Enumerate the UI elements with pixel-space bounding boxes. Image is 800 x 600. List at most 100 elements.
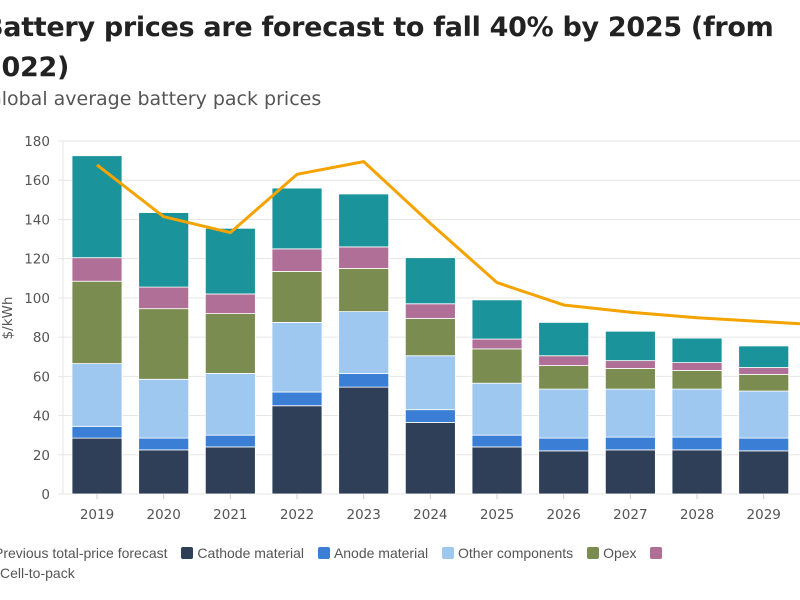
bar-segment (71, 257, 123, 282)
bar-segment (471, 338, 523, 350)
forecast-line (96, 160, 800, 326)
bar-segment (471, 434, 523, 448)
x-tick-label: 2027 (613, 507, 647, 523)
bar-segment (538, 450, 590, 495)
bar-segment (271, 271, 323, 323)
bar-segment (204, 227, 256, 295)
bar-segment (204, 446, 256, 495)
bar-segment (671, 388, 723, 438)
legend-swatch (587, 547, 600, 559)
y-tick-label: 80 (33, 330, 50, 346)
y-tick-label: 180 (24, 134, 50, 150)
x-tick-label: 2029 (747, 507, 781, 523)
y-tick-label: 160 (24, 173, 50, 189)
x-tick-label: 2022 (280, 507, 314, 523)
bar-segment (404, 409, 456, 423)
bar-segment (738, 437, 790, 452)
y-tick-label: 120 (24, 252, 50, 268)
bar-segment (671, 449, 723, 495)
bar-segment (604, 330, 656, 362)
bar-segment (338, 193, 390, 248)
bar-segment (204, 372, 256, 436)
chart-subtitle: Global average battery pack prices (0, 88, 322, 110)
legend-item-opex: Opex (587, 543, 637, 563)
legend-item-pink (650, 543, 666, 563)
bar-segment (604, 436, 656, 451)
x-tick-label: 2028 (680, 507, 714, 523)
bar-segment (271, 187, 323, 250)
bar-segment (338, 311, 390, 374)
bar-segment (404, 257, 456, 305)
x-tick-label: 2026 (547, 507, 581, 523)
bar-segment (138, 308, 190, 380)
bar-segment (738, 450, 790, 495)
bar-segment (471, 348, 523, 384)
legend-label: Previous total-price forecast (0, 545, 168, 561)
bar-segment (671, 337, 723, 364)
bar-segment (404, 303, 456, 319)
legend-label: Other components (458, 545, 574, 561)
bar-segment (71, 280, 123, 364)
bar-segment (538, 437, 590, 452)
legend-item-cell-to-pack: Cell-to-pack (0, 563, 75, 583)
y-axis-label: $/kWh (0, 297, 16, 340)
bar-segment (271, 322, 323, 393)
bar-segment (71, 425, 123, 439)
bar-segment (738, 390, 790, 439)
bar-segment (271, 405, 323, 495)
bar-segment (738, 367, 790, 375)
bar-segment (338, 372, 390, 388)
bar-segment (138, 286, 190, 310)
bar-segment (604, 360, 656, 369)
legend-label: Opex (603, 545, 637, 561)
legend-swatch (317, 547, 330, 559)
x-tick-label: 2023 (347, 507, 381, 523)
chart-title: Battery prices are forecast to fall 40% … (0, 12, 774, 83)
bar-segment (138, 449, 190, 495)
bar-segment (604, 368, 656, 390)
bar-segment (271, 391, 323, 407)
bar-segment (671, 362, 723, 371)
bar-segment (204, 434, 256, 448)
bar-segment (538, 365, 590, 390)
bar-segment (538, 355, 590, 366)
y-tick-label: 60 (33, 369, 50, 385)
bar-segment (738, 373, 790, 392)
legend-item-anode: Anode material (317, 543, 429, 563)
legend-label: Anode material (333, 545, 429, 561)
bar-segment (271, 248, 323, 272)
bar-segment (338, 246, 390, 269)
stacked-bar-chart: 0 20 40 60 80 100 120 140 160 180 2019 2020 2021 2022… (0, 134, 800, 523)
legend-item-other: Other components (442, 543, 573, 563)
bar-segment (71, 437, 123, 495)
x-tick-label: 2020 (146, 507, 180, 523)
bar-segment (538, 388, 590, 439)
bar-segment (404, 422, 456, 495)
bar-segment (204, 313, 256, 374)
y-tick-label: 140 (24, 212, 50, 228)
legend-item-cathode: Cathode material (181, 543, 304, 563)
x-tick-label: 2019 (80, 507, 114, 523)
legend-item-line: Previous total-price forecast (0, 543, 168, 563)
bar-segment (471, 382, 523, 436)
legend-label: Cell-to-pack (0, 565, 75, 581)
bar-segment (604, 388, 656, 438)
y-tick-label: 0 (41, 487, 50, 503)
bar-segment (538, 322, 590, 357)
bar-segment (138, 437, 190, 451)
y-tick-label: 40 (33, 409, 50, 425)
x-tick-label: 2024 (413, 507, 447, 523)
legend-swatch (442, 547, 454, 559)
bar-segment (738, 345, 790, 368)
bar-segment (138, 378, 190, 439)
bar-segment (204, 293, 256, 314)
bar-segment (338, 386, 390, 495)
x-tick-label: 2021 (213, 507, 247, 523)
x-tick-label: 2025 (480, 507, 514, 523)
bar-segment (471, 446, 523, 495)
legend-swatch (650, 547, 663, 559)
legend-swatch (181, 547, 194, 559)
legend-label: Cathode material (197, 545, 305, 561)
bar-segment (71, 155, 123, 259)
bar-segment (338, 268, 390, 313)
